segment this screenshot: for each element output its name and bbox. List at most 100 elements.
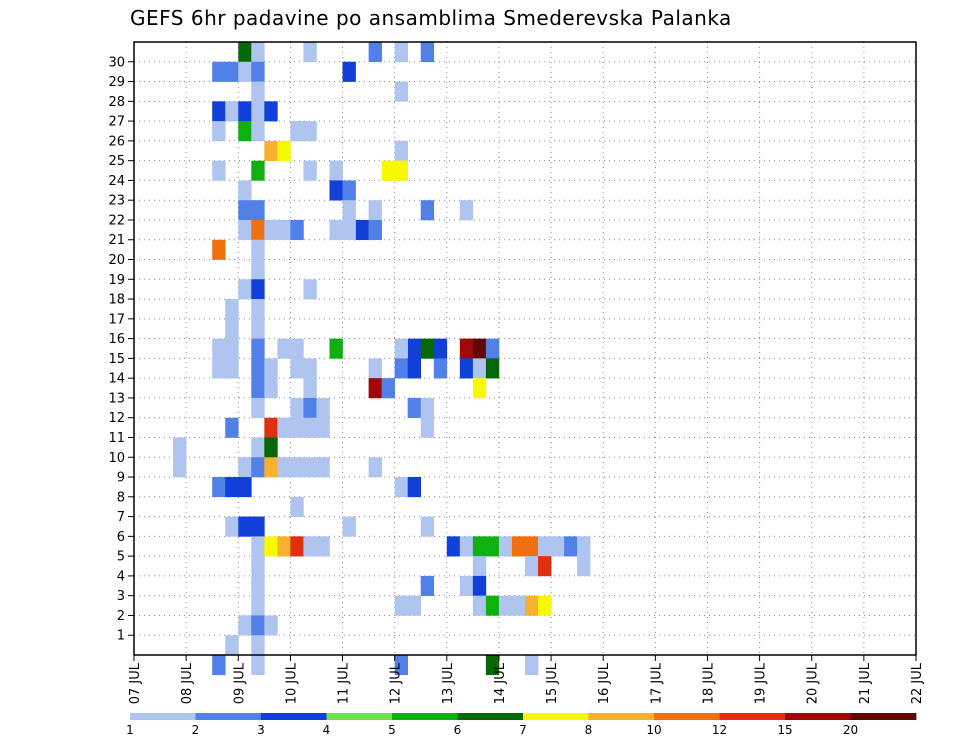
legend-swatch: [195, 713, 262, 720]
heatmap-cell: [251, 615, 265, 636]
heatmap-cell: [251, 338, 265, 359]
y-tick-label: 5: [117, 550, 125, 565]
heatmap-cell: [212, 121, 226, 142]
heatmap-cell: [251, 556, 265, 577]
heatmap-cell: [420, 575, 435, 596]
heatmap-cell: [264, 140, 278, 161]
heatmap-cell: [290, 457, 304, 478]
x-tick-label: 12 JUL: [389, 662, 404, 704]
x-tick-label: 20 JUL: [806, 662, 821, 704]
y-tick-label: 14: [108, 372, 125, 387]
heatmap-cell: [420, 338, 435, 359]
heatmap-cell: [251, 219, 265, 241]
heatmap-cell: [290, 417, 304, 438]
heatmap-cell: [446, 536, 461, 557]
heatmap-cell: [251, 200, 265, 221]
heatmap-cell: [472, 595, 487, 616]
y-tick-label: 10: [108, 451, 125, 466]
heatmap-cell: [538, 536, 552, 557]
heatmap-cell: [264, 378, 278, 399]
heatmap-cell: [303, 160, 317, 181]
heatmap-cell: [251, 81, 265, 102]
heatmap-cell: [511, 536, 526, 557]
heatmap-cell: [251, 595, 265, 616]
heatmap-cell: [394, 42, 408, 63]
legend-label: 3: [257, 723, 265, 737]
heatmap-cells: [173, 42, 591, 676]
heatmap-cell: [459, 575, 474, 596]
legend-label: 6: [454, 723, 462, 737]
heatmap-cell: [433, 338, 448, 359]
y-tick-label: 4: [117, 569, 125, 584]
heatmap-cell: [329, 160, 343, 181]
heatmap-cell: [407, 397, 422, 419]
heatmap-cell: [238, 42, 252, 63]
y-tick-label: 11: [108, 431, 125, 446]
heatmap-cell: [225, 101, 239, 122]
heatmap-cell: [472, 338, 487, 359]
heatmap-cell: [264, 101, 278, 122]
heatmap-cell: [277, 457, 291, 478]
heatmap-cell: [459, 358, 474, 379]
heatmap-cell: [303, 279, 317, 300]
legend-swatch: [130, 713, 196, 720]
heatmap-cell: [212, 101, 226, 122]
y-tick-label: 17: [108, 312, 125, 327]
y-tick-label: 23: [108, 194, 125, 209]
heatmap-cell: [225, 358, 239, 379]
legend-swatch: [785, 713, 851, 720]
heatmap-cell: [459, 200, 474, 221]
heatmap-cell: [394, 338, 408, 359]
y-tick-label: 7: [117, 510, 125, 525]
heatmap-cell: [238, 516, 252, 537]
x-tick-label: 07 JUL: [128, 662, 143, 704]
heatmap-cell: [407, 358, 422, 379]
heatmap-cell: [238, 180, 252, 201]
heatmap-cell: [329, 219, 343, 241]
heatmap-cell: [212, 477, 226, 498]
heatmap-cell: [472, 575, 487, 596]
legend-label: 4: [323, 723, 331, 737]
legend-swatch: [654, 713, 720, 720]
heatmap-cell: [225, 338, 239, 359]
heatmap-cell: [472, 378, 487, 399]
heatmap-cell: [225, 318, 239, 339]
heatmap-cell: [212, 239, 226, 260]
heatmap-cell: [290, 338, 304, 359]
y-tick-label: 13: [108, 391, 125, 406]
x-tick-label: 08 JUL: [180, 662, 195, 704]
heatmap-cell: [368, 42, 382, 63]
y-tick-label: 3: [117, 589, 125, 604]
heatmap-cell: [251, 239, 265, 260]
y-tick-label: 20: [108, 253, 125, 268]
heatmap-cell: [264, 536, 278, 557]
x-tick-label: 13 JUL: [441, 662, 456, 704]
x-tick-label: 11 JUL: [337, 662, 352, 704]
heatmap-cell: [525, 655, 539, 676]
heatmap-cell: [525, 556, 539, 577]
heatmap-cell: [538, 595, 552, 616]
legend-swatch: [523, 713, 589, 720]
x-tick-label: 15 JUL: [545, 662, 560, 704]
heatmap-cell: [264, 457, 278, 478]
heatmap-cell: [251, 259, 265, 280]
heatmap-cell: [277, 536, 291, 557]
heatmap-cell: [316, 457, 330, 478]
heatmap-cell: [342, 180, 356, 201]
heatmap-cell: [238, 279, 252, 300]
x-tick-label: 18 JUL: [701, 662, 716, 704]
heatmap-cell: [303, 378, 317, 399]
heatmap-cell: [264, 417, 278, 438]
x-tick-label: 19 JUL: [754, 662, 769, 704]
heatmap-cell: [407, 595, 422, 616]
heatmap-cell: [290, 358, 304, 379]
heatmap-cell: [316, 417, 330, 438]
heatmap-cell: [485, 536, 500, 557]
y-tick-label: 26: [108, 134, 125, 149]
heatmap-cell: [238, 200, 252, 221]
heatmap-cell: [342, 516, 356, 537]
x-tick-label: 17 JUL: [649, 662, 664, 704]
heatmap-cell: [564, 536, 578, 557]
y-tick-label: 25: [108, 154, 125, 169]
